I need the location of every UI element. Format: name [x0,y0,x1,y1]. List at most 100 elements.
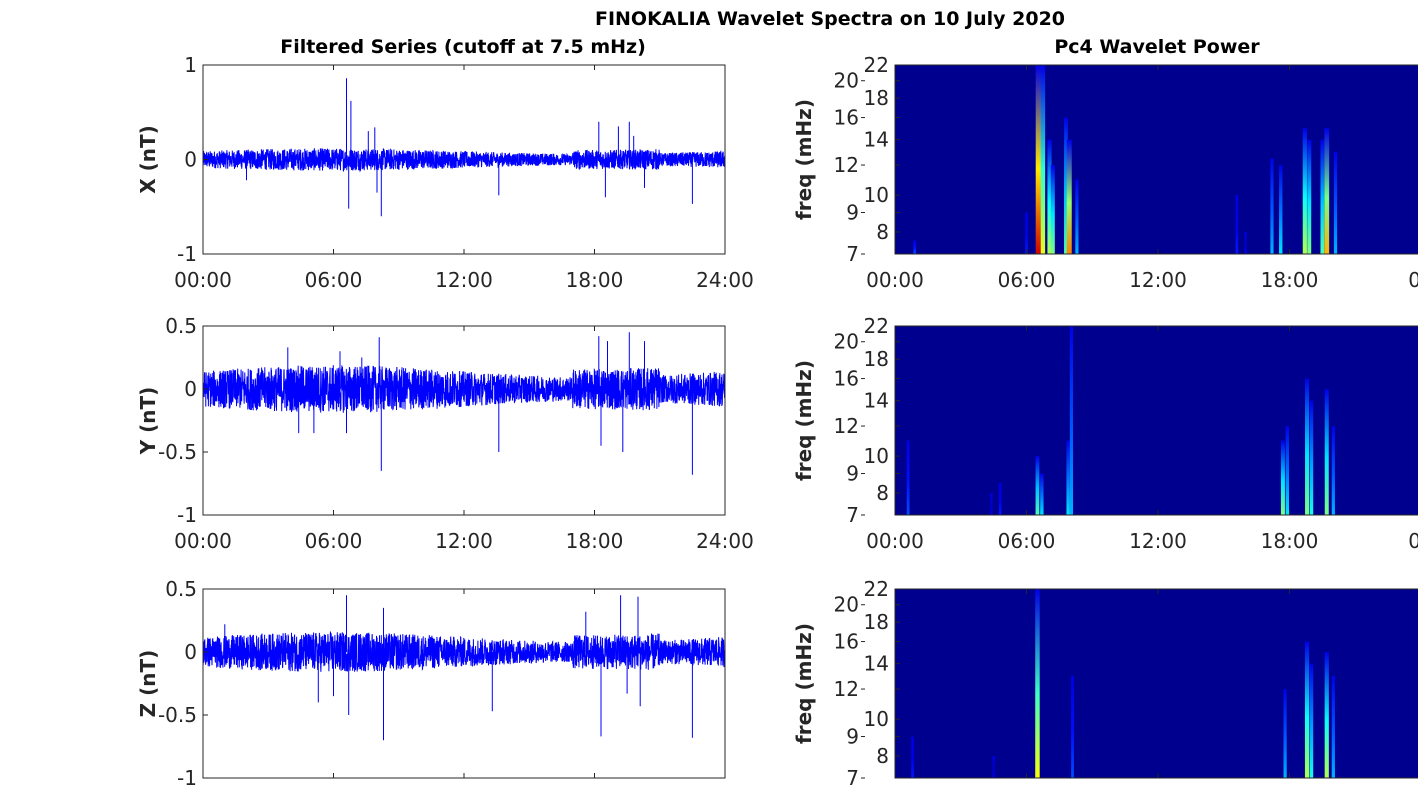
wavelet-burst [1324,128,1330,254]
x-tick-label: 00:00 [866,529,924,553]
x-tick-label: 00 [1408,268,1418,292]
axes-box [894,325,1418,516]
y-axis-label: freq (mHz) [792,360,816,481]
wavelet-burst [1331,675,1335,778]
wavelet-burst [1064,117,1068,254]
wavelet-burst [1309,663,1314,778]
y-tick-label: 0 [184,377,197,401]
y-axis-label: freq (mHz) [792,623,816,744]
wavelet-burst [1280,440,1285,515]
figure-title: FINOKALIA Wavelet Spectra on 10 July 202… [595,8,1065,30]
y-tick-label: 18 [864,347,889,371]
y-tick-label: 9 [846,201,859,225]
plot-area [203,326,725,515]
y-tick-label: -1 [177,242,197,266]
x-tick-label: 12:00 [435,529,493,553]
wavelet-burst [990,492,993,515]
y-tick-label: 18 [864,86,889,110]
left-column-title: Filtered Series (cutoff at 7.5 mHz) [280,36,646,58]
wavelet-burst [913,240,917,254]
y-tick-label: 0 [184,640,197,664]
x-tick-label: 06:00 [998,268,1056,292]
wavelet-burst [1040,473,1044,515]
y-axis-label: Z (nT) [136,650,160,718]
y-tick-label: 20 [834,69,859,93]
wavelet-burst [1035,65,1042,254]
x-tick-label: 12:00 [1129,529,1187,553]
wavelet-burst [1050,165,1055,254]
y-tick-label: 12 [834,414,859,438]
wavelet-burst [1279,165,1283,254]
x-tick-label: 18:00 [1261,529,1319,553]
y-tick-label: 18 [864,610,889,634]
wavelet-burst [1071,675,1074,778]
y-tick-label: 12 [834,677,859,701]
wavelet-burst [1235,195,1239,254]
y-tick-label: 10 [864,183,889,207]
x-tick-label: 06:00 [305,268,363,292]
x-tick-label: 00:00 [174,529,232,553]
x-tick-label: 18:00 [566,268,624,292]
wavelet-burst [1283,689,1287,778]
y-tick-label: 8 [876,481,889,505]
wavelet-background [895,326,1418,515]
wavelet-burst [1324,652,1329,778]
wavelet-burst [1305,378,1310,515]
right-column-title: Pc4 Wavelet Power [1054,36,1260,58]
x-tick-label: 06:00 [998,529,1056,553]
wavelet-burst [1307,139,1312,254]
wavelet-burst [1302,128,1307,254]
y-tick-label: 22 [864,53,889,77]
wavelet-burst [1066,139,1072,254]
wavelet-burst [1040,65,1046,254]
axes-box [894,588,1418,779]
y-axis-label: freq (mHz) [792,99,816,220]
y-tick-label: -0.5 [158,703,197,727]
y-tick-label: -0.5 [158,440,197,464]
x-tick-label: 24:00 [696,268,754,292]
y-tick-label: 20 [834,593,859,617]
y-tick-label: 7 [846,503,859,527]
wavelet-burst [1285,426,1290,515]
y-tick-label: -1 [177,766,197,788]
y-tick-label: 14 [864,389,889,413]
y-tick-label: 0 [184,148,197,172]
wavelet-burst [1075,179,1079,254]
y-tick-label: 8 [876,220,889,244]
y-tick-label: -1 [177,503,197,527]
wavelet-burst [911,736,914,778]
axes-box [202,64,726,255]
y-tick-label: 12 [834,153,859,177]
y-tick-label: 9 [846,725,859,749]
wavelet-burst [1333,151,1338,254]
y-tick-label: 7 [846,766,859,788]
axes-box [894,64,1418,255]
wavelet-burst [1309,400,1314,515]
y-tick-label: 9 [846,462,859,486]
y-tick-label: 14 [864,652,889,676]
y-tick-label: 0.5 [165,314,197,338]
series-line-y [202,332,726,475]
wavelet-burst [1066,440,1070,515]
x-tick-label: 24:00 [696,529,754,553]
wavelet-background [895,65,1418,254]
y-tick-label: 16 [834,367,859,391]
wavelet-burst [1244,231,1247,254]
wavelet-burst [1047,139,1052,254]
wavelet-burst [1025,212,1028,254]
y-tick-label: 16 [834,630,859,654]
wavelet-burst [1324,389,1329,515]
wavelet-burst [1331,426,1335,515]
wavelet-burst [998,482,1002,515]
series-line-z [202,595,726,741]
axes-box [202,325,726,516]
wavelet-burst [1035,589,1040,778]
wavelet-burst [1304,641,1310,778]
y-axis-label: X (nT) [136,125,160,194]
x-tick-label: 00:00 [866,268,924,292]
y-axis-label: Y (nT) [136,387,160,456]
wavelet-background [895,589,1418,778]
plot-area [203,589,725,778]
x-tick-label: 18:00 [1261,268,1319,292]
